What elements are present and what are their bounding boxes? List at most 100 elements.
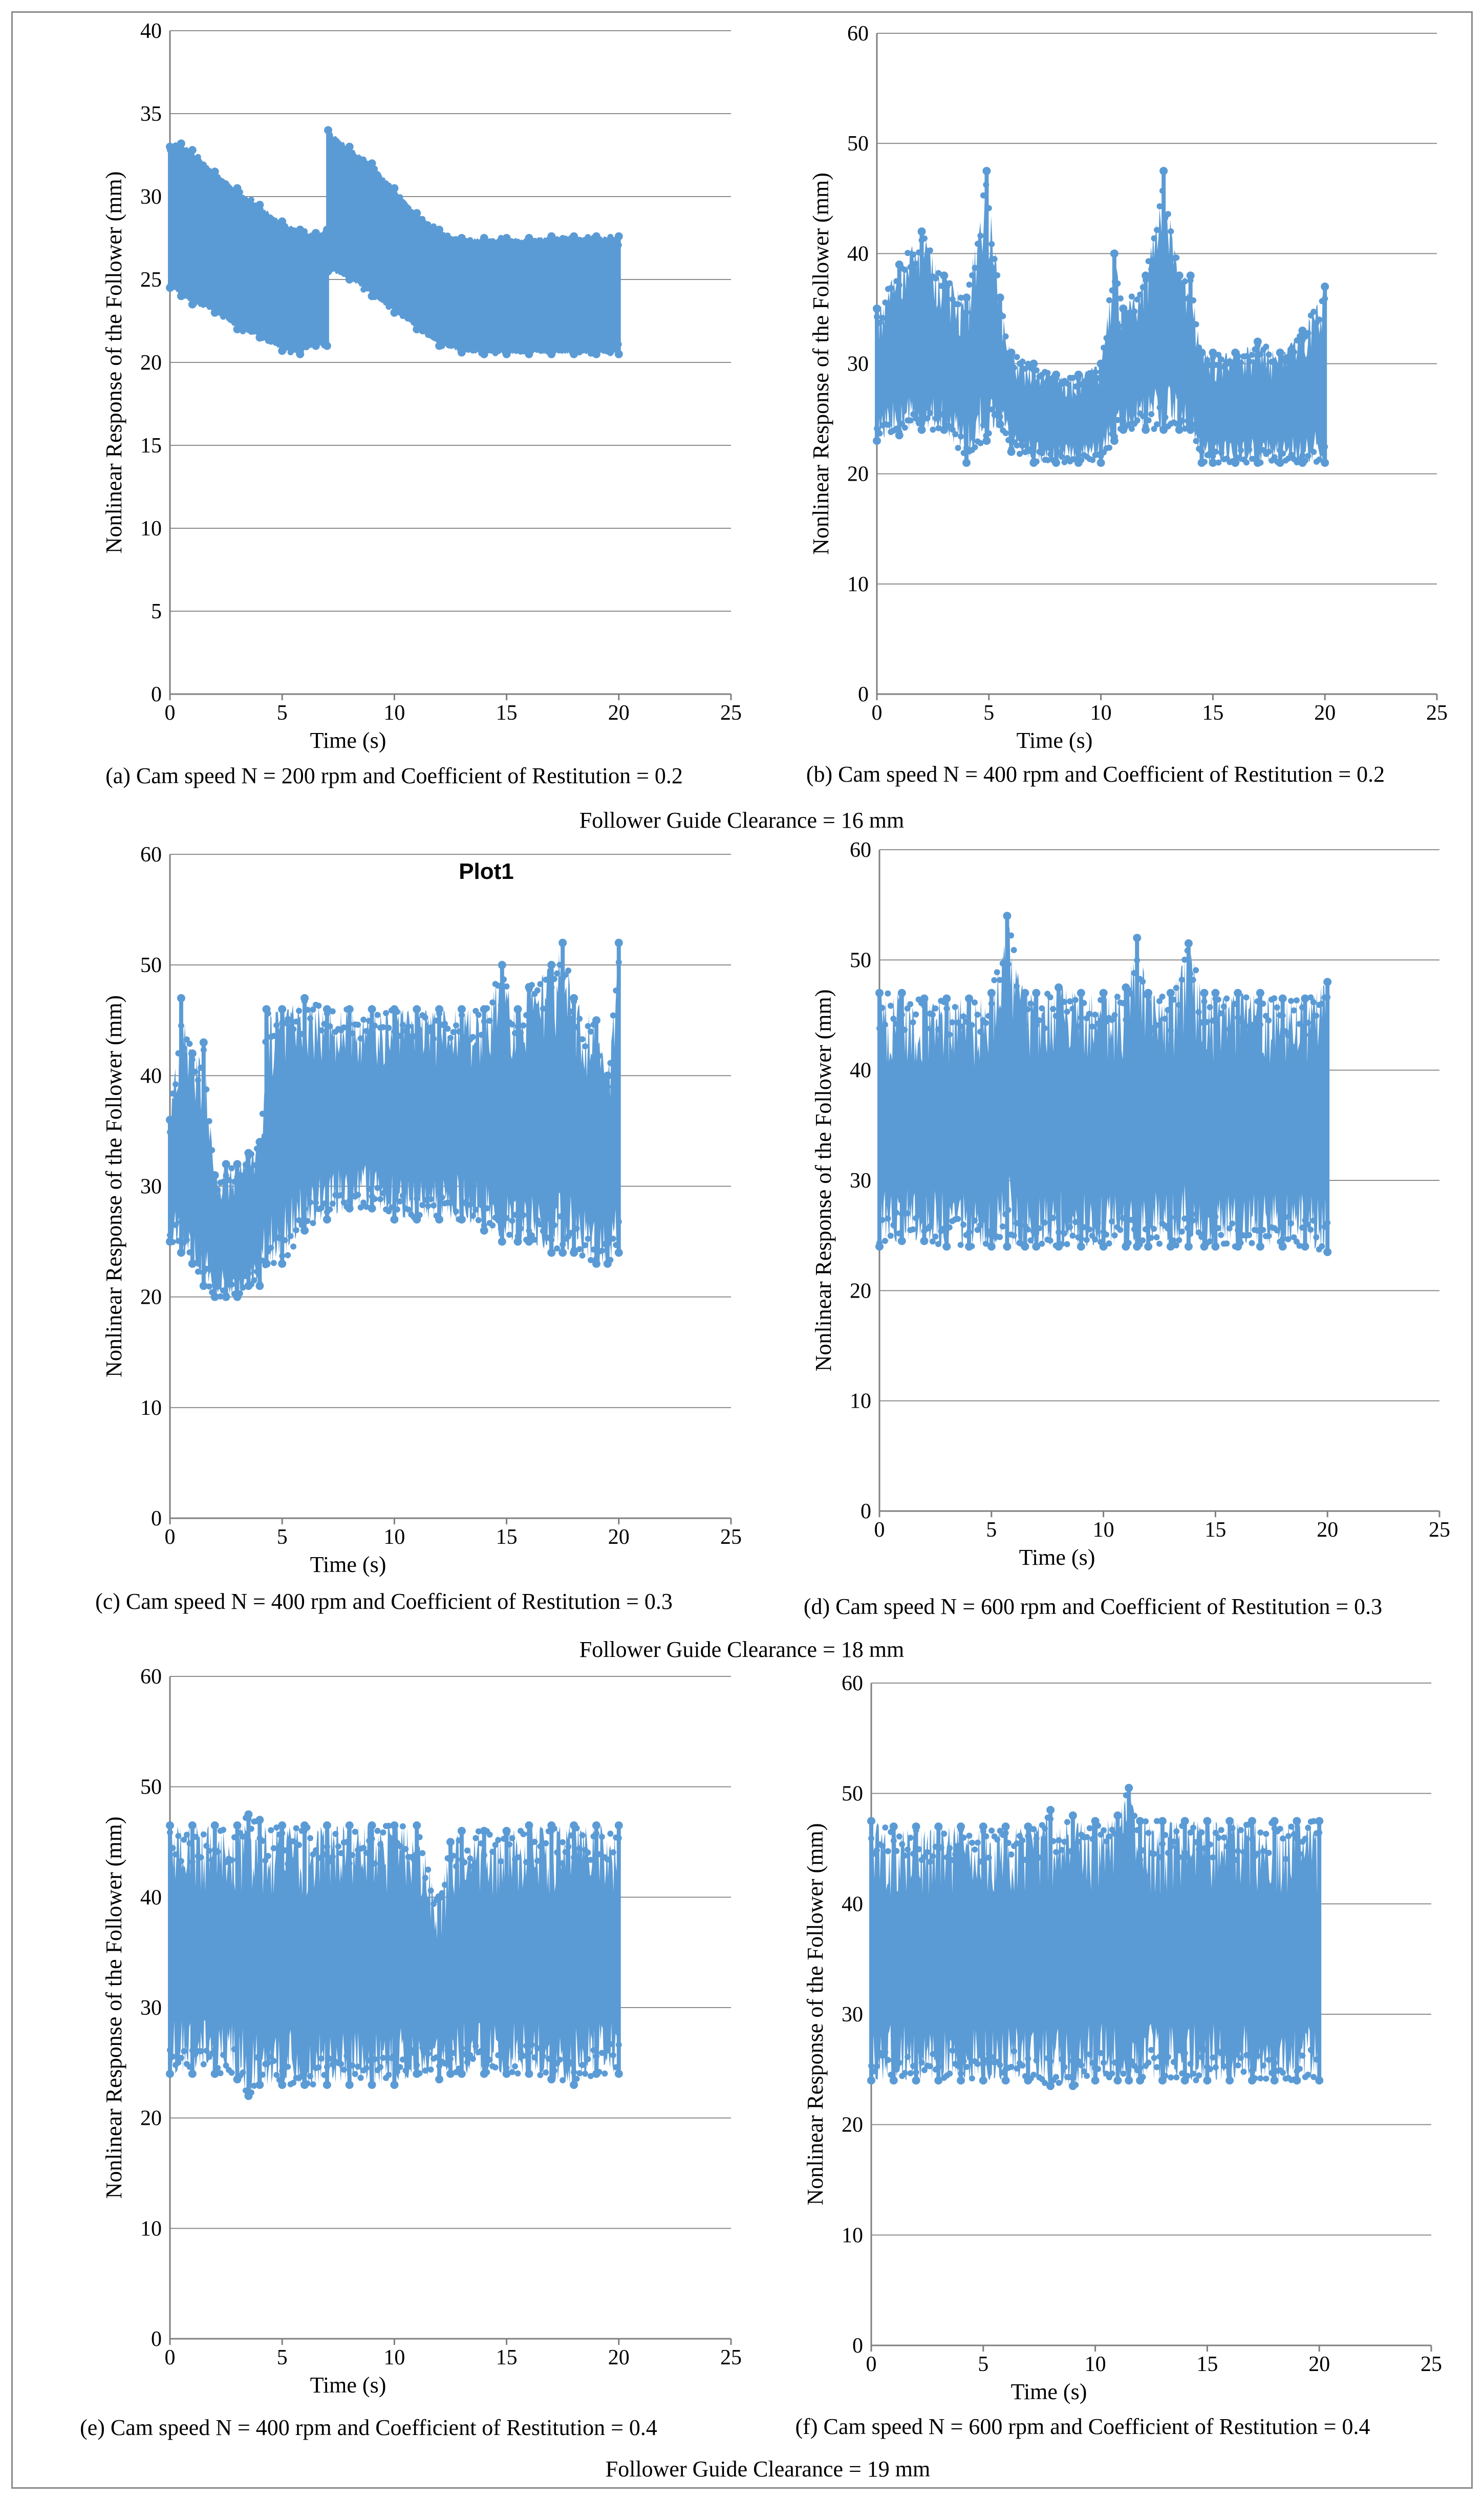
data-point — [195, 295, 201, 301]
data-point — [270, 2058, 277, 2064]
data-point — [1316, 316, 1323, 323]
y-tick-label: 30 — [140, 185, 162, 209]
data-point-peak — [498, 961, 506, 969]
data-point — [1193, 2077, 1199, 2083]
y-tick-label: 20 — [850, 1279, 871, 1303]
data-point — [1039, 1005, 1045, 1011]
data-point — [329, 1854, 336, 1860]
data-point-peak — [177, 139, 185, 148]
data-point-peak — [390, 1005, 399, 1014]
data-point — [200, 161, 207, 168]
data-point — [1153, 1234, 1160, 1241]
data-point — [1229, 1027, 1236, 1033]
data-point — [296, 1217, 303, 1223]
data-point-trough — [300, 1226, 309, 1235]
data-point — [268, 215, 274, 222]
data-point-peak — [962, 293, 971, 302]
x-tick-label: 20 — [608, 2346, 630, 2369]
data-point — [217, 1293, 224, 1300]
data-point — [924, 266, 931, 272]
data-point — [1165, 2054, 1171, 2060]
data-point-trough — [1001, 2076, 1010, 2085]
data-point-trough — [920, 1237, 929, 1245]
data-point-trough — [982, 437, 991, 445]
data-point — [402, 211, 409, 218]
data-point — [560, 2077, 566, 2083]
data-point-trough — [278, 347, 287, 355]
data-point — [997, 977, 1003, 983]
data-point — [907, 1001, 914, 1007]
data-point — [531, 238, 538, 244]
data-point — [209, 1147, 216, 1153]
data-point — [562, 2054, 569, 2060]
data-point — [1263, 1830, 1270, 1837]
data-point-peak — [1122, 983, 1130, 992]
data-point-trough — [435, 2075, 444, 2084]
data-point — [905, 1846, 911, 1853]
data-point — [1092, 1236, 1099, 1243]
data-point-trough — [1032, 1242, 1041, 1251]
data-point — [927, 410, 933, 416]
data-point — [206, 168, 212, 175]
data-point — [543, 342, 549, 349]
data-point — [1238, 447, 1244, 454]
data-point-peak — [166, 142, 174, 151]
data-point — [240, 2069, 246, 2076]
data-point — [1265, 1017, 1272, 1024]
data-point — [1064, 1819, 1070, 1825]
data-point-peak — [1253, 337, 1262, 346]
data-point — [360, 286, 367, 293]
data-point — [397, 1032, 403, 1039]
data-point-peak — [1256, 988, 1264, 997]
data-point — [268, 1827, 274, 1834]
data-point — [1305, 330, 1311, 336]
group-caption-18mm: Follower Guide Clearance = 18 mm — [579, 1637, 905, 1662]
data-point — [509, 1835, 515, 1841]
data-point-trough — [233, 325, 242, 334]
data-point-peak — [1159, 166, 1168, 175]
data-point — [1134, 296, 1141, 303]
data-point — [1053, 1849, 1059, 1856]
data-point-trough — [570, 2080, 578, 2089]
data-point — [918, 2059, 925, 2066]
data-point — [1041, 1219, 1048, 1226]
data-point — [290, 1838, 297, 1845]
data-point — [1288, 451, 1295, 458]
data-point-peak — [262, 1005, 271, 1014]
data-point — [1059, 1847, 1065, 1854]
data-point-trough — [979, 2076, 987, 2085]
data-point — [1047, 1237, 1053, 1244]
data-point-peak — [1119, 304, 1128, 313]
y-tick-label: 10 — [140, 2217, 162, 2240]
data-point — [1064, 1241, 1070, 1247]
data-point — [907, 2070, 914, 2077]
data-point — [464, 242, 470, 248]
data-point-trough — [1052, 459, 1061, 467]
data-point-peak — [1323, 978, 1332, 986]
data-point-trough — [1029, 459, 1038, 467]
data-point-trough — [244, 2092, 253, 2100]
data-point — [1310, 1818, 1317, 1824]
data-point — [1254, 1850, 1261, 1857]
data-point — [1238, 1827, 1244, 1834]
y-tick-label: 50 — [850, 949, 871, 972]
y-tick-label: 0 — [858, 683, 869, 706]
x-tick-label: 15 — [1202, 701, 1223, 725]
data-point — [881, 1238, 888, 1244]
chart-caption: (b) Cam speed N = 400 rpm and Coefficien… — [806, 762, 1385, 787]
y-tick-label: 20 — [847, 463, 869, 486]
data-point — [910, 1226, 916, 1233]
y-tick-label: 30 — [850, 1169, 871, 1193]
data-point-peak — [233, 184, 242, 192]
data-point — [1134, 417, 1141, 424]
data-point — [879, 1843, 886, 1849]
data-point-trough — [255, 1282, 264, 1290]
data-point — [377, 2064, 383, 2071]
data-point — [1193, 967, 1199, 974]
data-point-peak — [390, 1821, 399, 1830]
data-point — [385, 1025, 392, 1031]
x-tick-label: 25 — [720, 701, 742, 725]
data-point-peak — [1024, 1822, 1033, 1831]
data-point — [1252, 1022, 1258, 1028]
data-point — [217, 177, 224, 184]
